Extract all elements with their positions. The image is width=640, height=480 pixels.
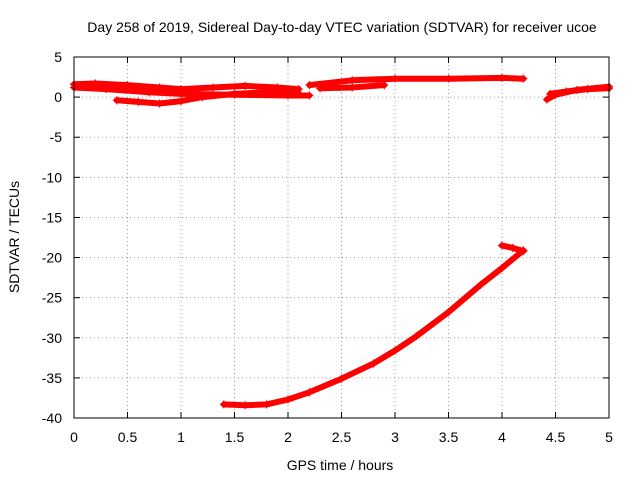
grid xyxy=(74,57,609,418)
data-point xyxy=(241,81,250,90)
x-tick-label: 2.5 xyxy=(332,429,352,445)
data-point xyxy=(519,247,528,256)
data-point xyxy=(219,400,228,409)
data-point xyxy=(348,83,357,92)
data-point xyxy=(444,308,453,317)
data-point xyxy=(562,87,571,96)
x-tick-label: 1.5 xyxy=(225,429,245,445)
data-point xyxy=(316,84,325,93)
x-tick-label: 3.5 xyxy=(439,429,459,445)
data-point xyxy=(134,97,143,106)
x-tick-label: 4 xyxy=(498,429,506,445)
chart-title: Day 258 of 2019, Sidereal Day-to-day VTE… xyxy=(87,19,597,35)
data-point xyxy=(177,89,185,98)
data-point xyxy=(391,74,399,83)
data-point xyxy=(305,81,314,90)
series-layer xyxy=(70,73,613,410)
data-point xyxy=(177,97,185,106)
series-upper-track-g xyxy=(547,85,612,97)
data-point xyxy=(476,280,485,289)
data-point xyxy=(102,85,111,94)
y-tick-label: -20 xyxy=(42,250,62,266)
data-point xyxy=(380,81,389,90)
data-point xyxy=(519,74,528,83)
y-tick-label: 0 xyxy=(54,89,62,105)
x-tick-label: 2 xyxy=(284,429,292,445)
y-tick-label: 5 xyxy=(54,49,62,65)
data-point xyxy=(305,91,314,100)
data-point xyxy=(546,89,555,98)
data-point xyxy=(230,90,239,99)
data-point xyxy=(391,346,399,355)
axis-tick-labels: 0 0.5 1 1.5 2 2.5 3 3.5 4 4.5 5 5 0 -5 -10 -15 -20 -25 -30… xyxy=(42,49,613,445)
data-point xyxy=(348,76,357,85)
y-tick-label: -15 xyxy=(42,209,62,225)
series-upper-track-d xyxy=(306,74,527,89)
data-point xyxy=(369,359,378,368)
x-tick-label: 5 xyxy=(605,429,613,445)
data-point xyxy=(444,74,453,83)
data-point xyxy=(241,401,250,410)
data-point xyxy=(209,83,218,92)
data-point xyxy=(112,96,121,105)
y-tick-label: -5 xyxy=(50,129,63,145)
data-point xyxy=(412,332,421,341)
data-point xyxy=(262,400,271,409)
data-point xyxy=(155,99,164,108)
data-point xyxy=(284,91,292,100)
y-tick-label: -40 xyxy=(42,410,62,426)
x-tick-label: 4.5 xyxy=(546,429,566,445)
data-point xyxy=(337,374,346,383)
x-tick-label: 1 xyxy=(177,429,185,445)
data-point xyxy=(144,88,153,97)
y-axis-label: SDTVAR / TECUs xyxy=(6,181,22,293)
y-tick-label: -10 xyxy=(42,169,62,185)
y-tick-label: -25 xyxy=(42,290,62,306)
x-tick-label: 0.5 xyxy=(118,429,138,445)
data-point xyxy=(498,263,506,272)
data-point xyxy=(508,243,517,252)
series-lower-arc xyxy=(220,247,527,409)
y-tick-label: -35 xyxy=(42,370,62,386)
x-tick-label: 3 xyxy=(391,429,399,445)
y-tick-label: -30 xyxy=(42,330,62,346)
data-point xyxy=(542,95,551,104)
data-point xyxy=(305,388,314,397)
x-tick-label: 0 xyxy=(70,429,78,445)
data-point xyxy=(284,395,292,404)
axis-ticks xyxy=(73,56,610,419)
data-point xyxy=(583,85,592,94)
data-point xyxy=(498,241,506,250)
data-point xyxy=(498,73,506,82)
x-axis-label: GPS time / hours xyxy=(287,457,394,473)
